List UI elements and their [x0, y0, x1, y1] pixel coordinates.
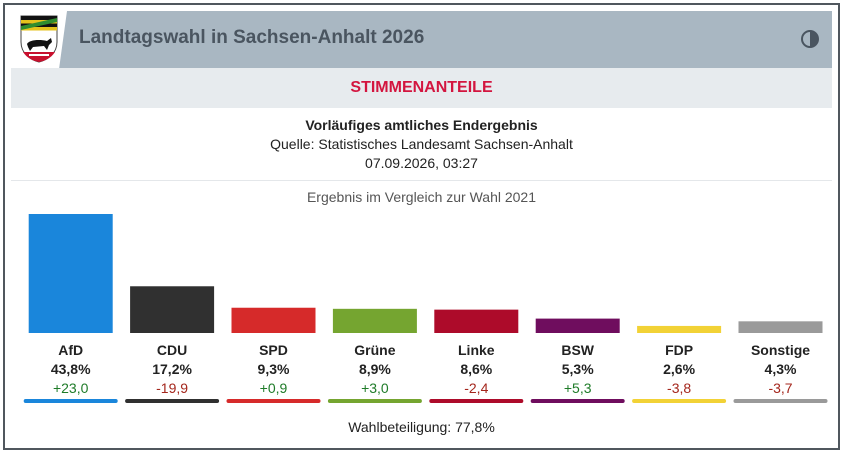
divider [11, 180, 832, 181]
underline-bsw [530, 399, 625, 403]
underline-linke [429, 399, 524, 403]
party-label: FDP [665, 342, 693, 358]
value-label: 43,8% [51, 361, 91, 377]
underline-sonstige [733, 399, 828, 403]
bar-linke [434, 309, 519, 333]
turnout-label: Wahlbeteiligung: 77,8% [348, 419, 495, 435]
header: Landtagswahl in Sachsen-Anhalt 2026 [11, 11, 832, 68]
change-label: -3,7 [768, 380, 792, 396]
value-label: 8,9% [359, 361, 391, 377]
bar-spd [231, 307, 316, 333]
value-label: 9,3% [258, 361, 290, 377]
bar-cdu [130, 286, 215, 333]
coat-of-arms-icon [20, 15, 58, 63]
change-label: +5,3 [564, 380, 592, 396]
section-header: STIMMENANTEILE [11, 68, 832, 108]
change-label: +3,0 [361, 380, 389, 396]
change-label: -3,8 [667, 380, 691, 396]
bar-bsw [535, 318, 620, 333]
bar-grüne [332, 308, 417, 333]
result-status: Vorläufiges amtliches Endergebnis [305, 117, 538, 133]
value-label: 5,3% [562, 361, 594, 377]
party-label: SPD [259, 342, 288, 358]
bar-fdp [637, 325, 722, 333]
party-label: AfD [58, 342, 83, 358]
bar-sonstige [738, 321, 823, 333]
value-label: 4,3% [765, 361, 797, 377]
party-label: CDU [157, 342, 187, 358]
party-label: Grüne [354, 342, 395, 358]
party-label: Sonstige [751, 342, 810, 358]
comparison-label: Ergebnis im Vergleich zur Wahl 2021 [306, 189, 537, 205]
crest-container [11, 11, 67, 68]
result-source: Quelle: Statistisches Landesamt Sachsen-… [270, 136, 573, 152]
party-label: Linke [458, 342, 495, 358]
party-label: BSW [561, 342, 594, 358]
bar-afd [28, 214, 113, 333]
value-label: 2,6% [663, 361, 695, 377]
change-label: -2,4 [464, 380, 488, 396]
value-label: 17,2% [152, 361, 192, 377]
underline-afd [23, 399, 118, 403]
underline-cdu [125, 399, 220, 403]
underline-spd [226, 399, 321, 403]
underline-grüne [327, 399, 422, 403]
value-label: 8,6% [460, 361, 492, 377]
underline-fdp [632, 399, 727, 403]
change-label: -19,9 [156, 380, 188, 396]
contrast-toggle-icon[interactable] [800, 29, 820, 49]
section-title: STIMMENANTEILE [350, 79, 493, 96]
page-title: Landtagswahl in Sachsen-Anhalt 2026 [79, 27, 425, 48]
change-label: +23,0 [53, 380, 89, 396]
result-timestamp: 07.09.2026, 03:27 [365, 155, 478, 171]
change-label: +0,9 [260, 380, 288, 396]
